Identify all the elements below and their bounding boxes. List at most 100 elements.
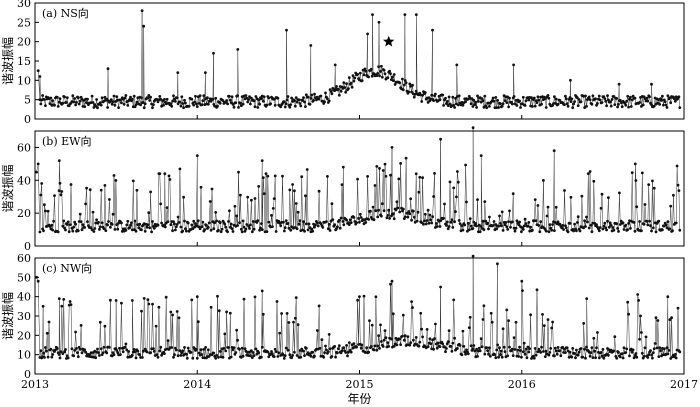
data-point [46, 209, 50, 213]
data-point [420, 100, 424, 103]
data-point [280, 312, 283, 315]
data-point [524, 99, 528, 103]
data-point [184, 101, 187, 105]
data-point [597, 356, 601, 360]
data-point [356, 72, 359, 76]
data-point [652, 186, 656, 190]
data-point [359, 346, 363, 350]
data-point [381, 345, 385, 348]
data-point [208, 200, 212, 203]
data-point [312, 99, 315, 102]
data-point [414, 13, 418, 16]
y-tick-label: 20 [17, 36, 31, 49]
data-point [119, 98, 122, 102]
data-point [132, 348, 136, 351]
data-point [376, 72, 380, 75]
data-point [171, 229, 175, 233]
data-point [264, 172, 268, 176]
data-point [497, 106, 500, 109]
data-point [133, 350, 137, 354]
data-point [236, 338, 240, 342]
data-point [542, 179, 545, 182]
data-point [554, 349, 558, 353]
data-point [547, 230, 551, 234]
data-point [606, 94, 609, 97]
data-point [396, 206, 400, 210]
data-point [185, 352, 188, 356]
data-point [645, 219, 649, 223]
data-point [435, 346, 439, 350]
data-point [259, 226, 262, 230]
data-point [464, 163, 467, 167]
data-point [493, 353, 497, 356]
data-point [566, 104, 570, 108]
data-point [300, 175, 304, 179]
data-point [295, 100, 299, 104]
data-point [251, 351, 255, 354]
data-point [542, 350, 545, 353]
data-point [391, 75, 394, 79]
data-point [483, 94, 487, 98]
data-point [231, 348, 235, 352]
data-point [224, 225, 228, 229]
data-point [564, 224, 567, 228]
data-point [191, 227, 195, 231]
data-point [299, 355, 303, 359]
data-point [482, 228, 486, 232]
data-point [190, 223, 194, 227]
data-point [36, 69, 40, 73]
data-point [163, 225, 167, 229]
data-point [284, 346, 288, 350]
data-point [445, 220, 449, 224]
data-point [218, 350, 222, 353]
data-point [296, 210, 300, 214]
data-point [372, 218, 376, 222]
data-point [529, 313, 532, 317]
data-point [123, 96, 127, 100]
y-axis-label: 谐波振幅 [0, 292, 15, 340]
data-point [384, 174, 388, 178]
data-point [74, 222, 77, 226]
data-point [553, 102, 557, 105]
data-point [245, 223, 249, 226]
data-point [138, 353, 142, 357]
data-point [199, 348, 203, 352]
data-point [239, 101, 242, 105]
data-point [272, 97, 276, 101]
data-point [210, 187, 214, 191]
data-point [221, 355, 225, 359]
data-point [481, 99, 485, 102]
data-point [475, 106, 478, 109]
data-point [179, 354, 183, 357]
data-point [73, 97, 77, 100]
data-point [626, 300, 630, 304]
data-point [56, 105, 60, 108]
data-point [318, 346, 322, 350]
data-point [83, 226, 87, 229]
data-point [106, 106, 109, 109]
data-point [125, 223, 129, 227]
data-point [283, 354, 287, 357]
data-point [274, 230, 278, 233]
data-point [267, 96, 271, 100]
data-point [633, 162, 637, 166]
data-point [133, 219, 137, 223]
data-point [575, 221, 579, 224]
data-point [603, 221, 607, 225]
data-point [68, 223, 72, 227]
data-point [569, 195, 573, 199]
data-point [367, 75, 370, 79]
data-point [345, 344, 348, 347]
data-point [146, 96, 150, 100]
data-point [225, 99, 229, 102]
data-point [297, 98, 301, 102]
data-point [202, 348, 206, 351]
data-point [665, 346, 669, 350]
data-point [126, 104, 130, 107]
data-point [672, 97, 676, 101]
data-point [418, 175, 422, 179]
data-point [231, 230, 235, 233]
data-point [471, 126, 475, 130]
data-point [269, 102, 272, 106]
data-point [58, 356, 62, 360]
